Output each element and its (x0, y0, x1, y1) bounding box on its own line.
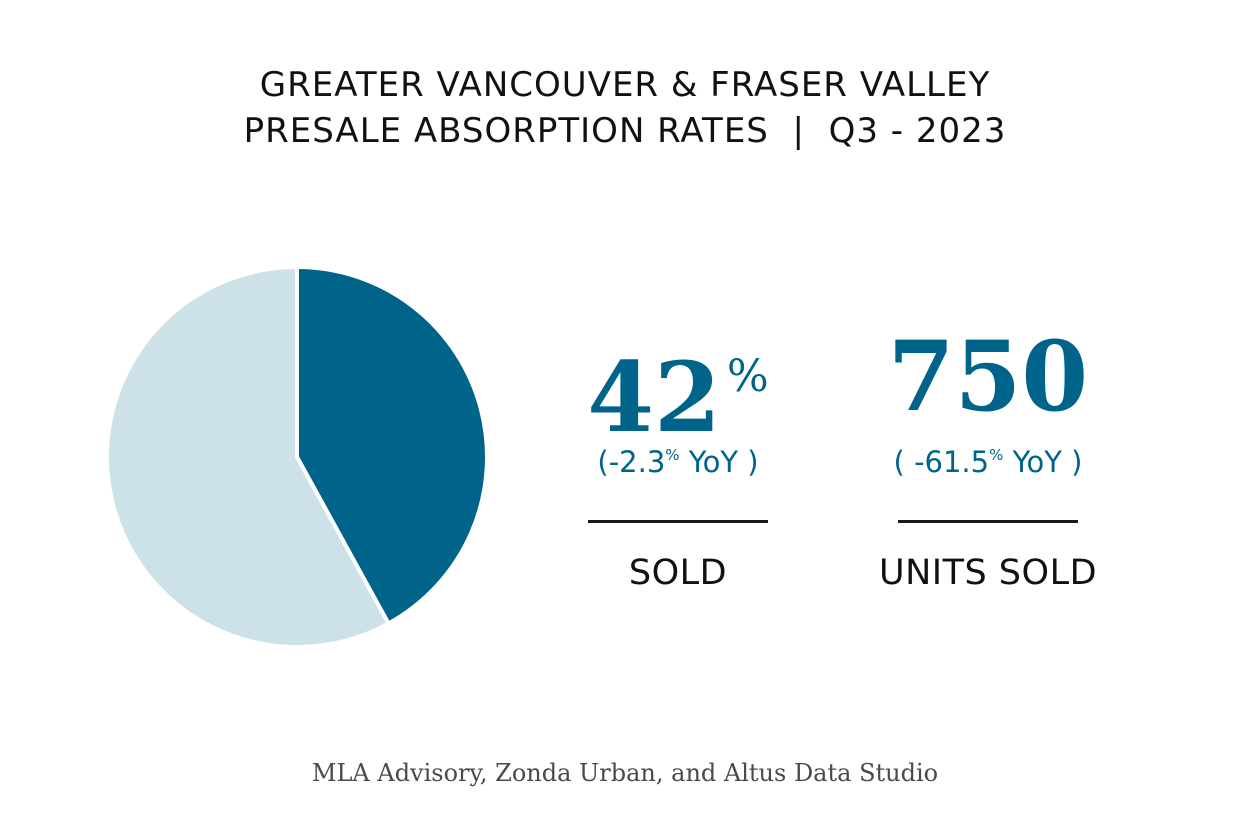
units-sold-label: UNITS SOLD (878, 553, 1098, 593)
sold-percent-value: 42% (548, 325, 808, 450)
units-yoy-suffix: YoY ) (1003, 445, 1083, 479)
units-yoy-value: ( -61.5 (893, 445, 990, 479)
units-stat: 750 ( -61.5% YoY ) UNITS SOLD (858, 325, 1118, 595)
absorption-pie-chart (105, 265, 489, 649)
sold-divider (588, 520, 768, 523)
sold-yoy-change: (-2.3% YoY ) (548, 435, 808, 482)
pie-slice-sold (295, 265, 489, 626)
sold-yoy-pct: % (665, 446, 680, 464)
chart-title-line-2: PRESALE ABSORPTION RATES | Q3 - 2023 (243, 111, 1007, 151)
units-yoy-pct: % (989, 446, 1004, 464)
sold-percent-number: 42 (587, 341, 721, 454)
units-yoy-change: ( -61.5% YoY ) (858, 435, 1118, 482)
sold-yoy-suffix: YoY ) (679, 445, 759, 479)
chart-title: GREATER VANCOUVER & FRASER VALLEY PRESAL… (0, 62, 1250, 154)
source-credit: MLA Advisory, Zonda Urban, and Altus Dat… (311, 759, 939, 787)
sold-yoy-value: (-2.3 (597, 445, 666, 479)
sold-percent-sign: % (726, 351, 769, 402)
sold-label: SOLD (628, 553, 728, 593)
units-divider (898, 520, 1078, 523)
chart-title-line-1: GREATER VANCOUVER & FRASER VALLEY (259, 65, 991, 105)
pie-slice-unsold (105, 265, 391, 649)
units-sold-value: 750 (887, 320, 1089, 433)
sold-stat: 42% (-2.3% YoY ) SOLD (548, 325, 808, 595)
